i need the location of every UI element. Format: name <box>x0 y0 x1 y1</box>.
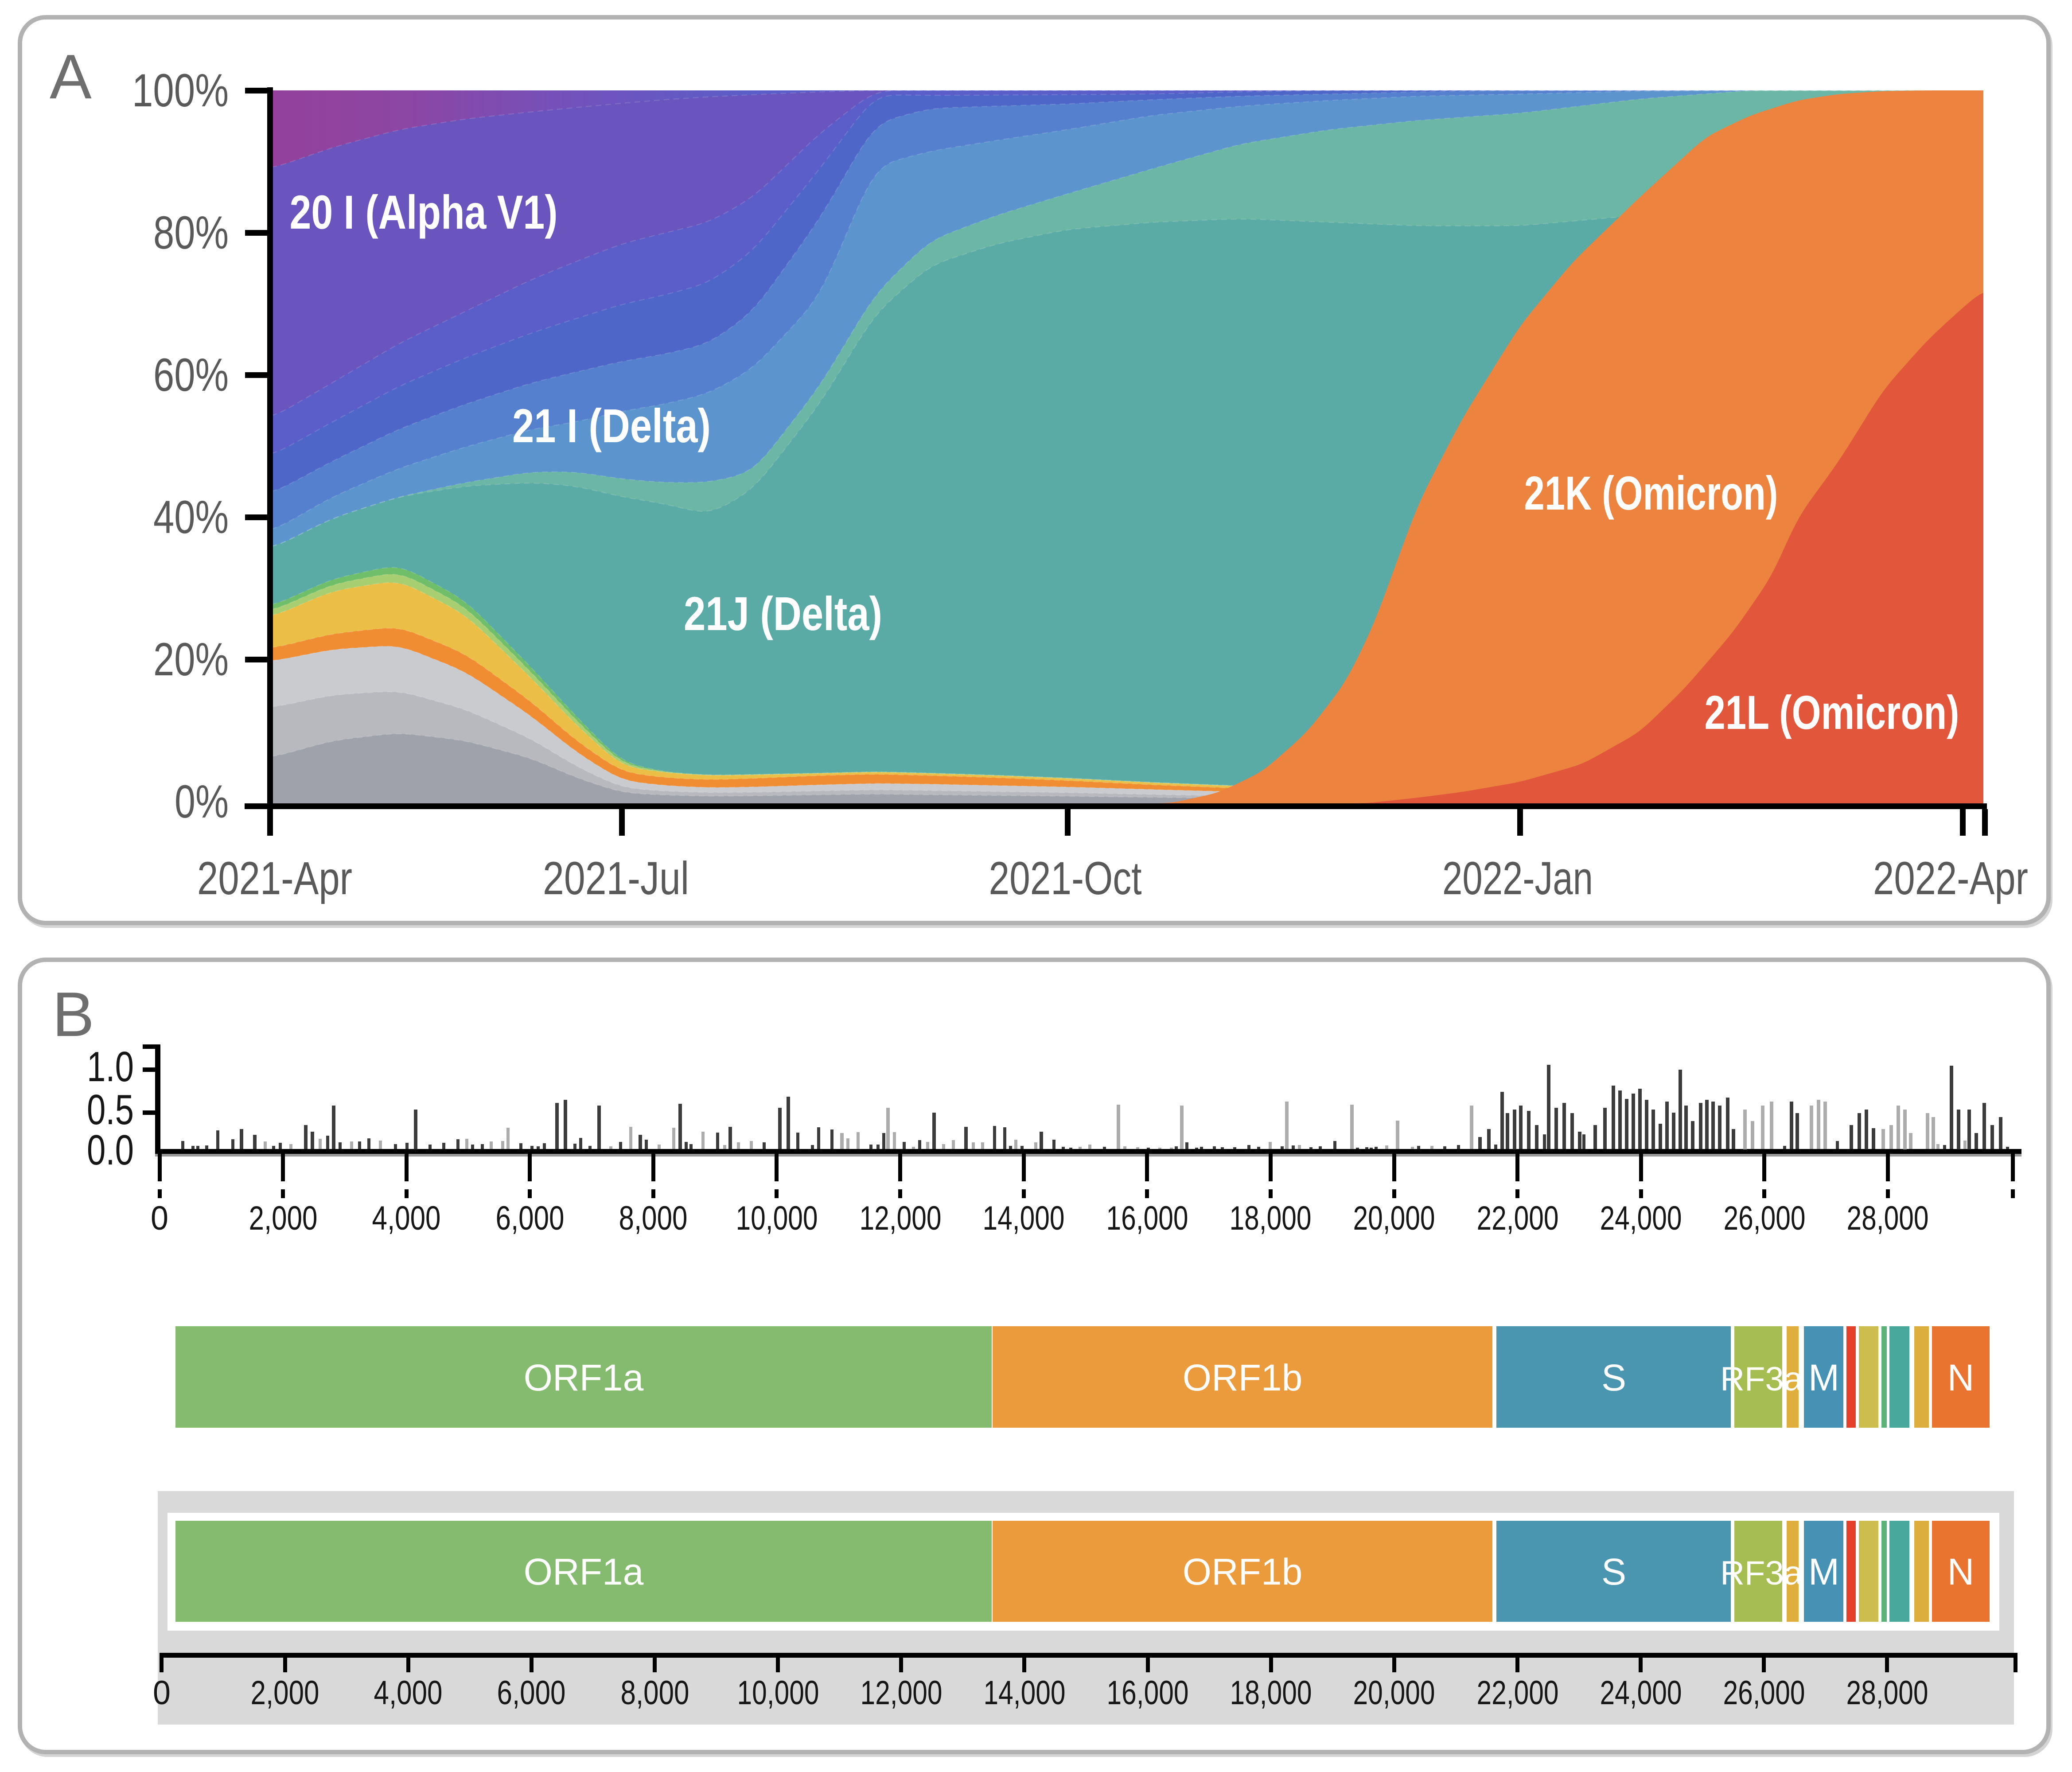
svg-text:16,000: 16,000 <box>1107 1674 1189 1712</box>
svg-text:6,000: 6,000 <box>496 1200 565 1237</box>
svg-text:24,000: 24,000 <box>1600 1200 1682 1237</box>
svg-text:28,000: 28,000 <box>1847 1200 1929 1237</box>
svg-text:2021-Apr: 2021-Apr <box>197 853 352 904</box>
svg-text:21 I (Delta): 21 I (Delta) <box>512 399 711 452</box>
svg-text:2021-Jul: 2021-Jul <box>543 853 689 904</box>
svg-text:6,000: 6,000 <box>497 1674 566 1712</box>
svg-text:N: N <box>1947 1357 1975 1398</box>
svg-text:0: 0 <box>151 1200 168 1237</box>
svg-text:2,000: 2,000 <box>249 1200 318 1237</box>
svg-text:ORF1a: ORF1a <box>524 1551 644 1593</box>
svg-text:0: 0 <box>153 1674 171 1712</box>
svg-text:8,000: 8,000 <box>619 1200 688 1237</box>
svg-text:S: S <box>1601 1357 1626 1398</box>
svg-text:14,000: 14,000 <box>984 1674 1066 1712</box>
svg-text:22,000: 22,000 <box>1477 1674 1559 1712</box>
svg-text:RF3a: RF3a <box>1720 1554 1803 1592</box>
svg-text:10,000: 10,000 <box>736 1200 818 1237</box>
svg-text:2022-Jan: 2022-Jan <box>1442 853 1593 904</box>
svg-text:M: M <box>1808 1357 1839 1398</box>
svg-text:4,000: 4,000 <box>374 1674 443 1712</box>
svg-text:26,000: 26,000 <box>1724 1200 1806 1237</box>
svg-text:20,000: 20,000 <box>1353 1674 1435 1712</box>
svg-text:N: N <box>1947 1551 1975 1593</box>
svg-text:0.5: 0.5 <box>87 1086 134 1133</box>
svg-text:ORF1a: ORF1a <box>524 1357 644 1398</box>
svg-text:RF3a: RF3a <box>1720 1360 1803 1398</box>
svg-text:21L (Omicron): 21L (Omicron) <box>1705 685 1959 739</box>
svg-text:28,000: 28,000 <box>1846 1674 1928 1712</box>
svg-text:20 I (Alpha V1): 20 I (Alpha V1) <box>290 185 558 239</box>
svg-text:22,000: 22,000 <box>1477 1200 1559 1237</box>
svg-text:2,000: 2,000 <box>251 1674 319 1712</box>
svg-text:S: S <box>1601 1551 1626 1593</box>
svg-text:100%: 100% <box>132 65 229 117</box>
svg-text:4,000: 4,000 <box>372 1200 441 1237</box>
svg-text:20,000: 20,000 <box>1353 1200 1435 1237</box>
svg-text:18,000: 18,000 <box>1230 1200 1312 1237</box>
svg-text:26,000: 26,000 <box>1723 1674 1805 1712</box>
svg-text:14,000: 14,000 <box>983 1200 1065 1237</box>
svg-text:M: M <box>1808 1551 1839 1593</box>
svg-text:21J (Delta): 21J (Delta) <box>684 587 882 640</box>
svg-text:24,000: 24,000 <box>1600 1674 1682 1712</box>
svg-text:16,000: 16,000 <box>1106 1200 1188 1237</box>
svg-text:8,000: 8,000 <box>621 1674 689 1712</box>
svg-text:ORF1b: ORF1b <box>1183 1551 1303 1593</box>
svg-text:40%: 40% <box>153 491 229 543</box>
svg-text:0.0: 0.0 <box>87 1126 134 1174</box>
svg-text:21K (Omicron): 21K (Omicron) <box>1524 466 1778 520</box>
svg-text:0%: 0% <box>175 776 229 828</box>
svg-text:A: A <box>50 42 92 112</box>
svg-text:10,000: 10,000 <box>737 1674 819 1712</box>
svg-text:2022-Apr: 2022-Apr <box>1873 853 2028 904</box>
svg-text:20%: 20% <box>153 634 229 685</box>
svg-text:B: B <box>52 979 94 1050</box>
svg-text:60%: 60% <box>153 349 229 401</box>
svg-text:12,000: 12,000 <box>860 1200 942 1237</box>
svg-text:2021-Oct: 2021-Oct <box>989 853 1142 904</box>
svg-text:80%: 80% <box>153 207 229 259</box>
svg-text:ORF1b: ORF1b <box>1183 1357 1303 1398</box>
svg-text:12,000: 12,000 <box>861 1674 943 1712</box>
svg-text:1.0: 1.0 <box>87 1043 134 1090</box>
svg-text:18,000: 18,000 <box>1230 1674 1312 1712</box>
